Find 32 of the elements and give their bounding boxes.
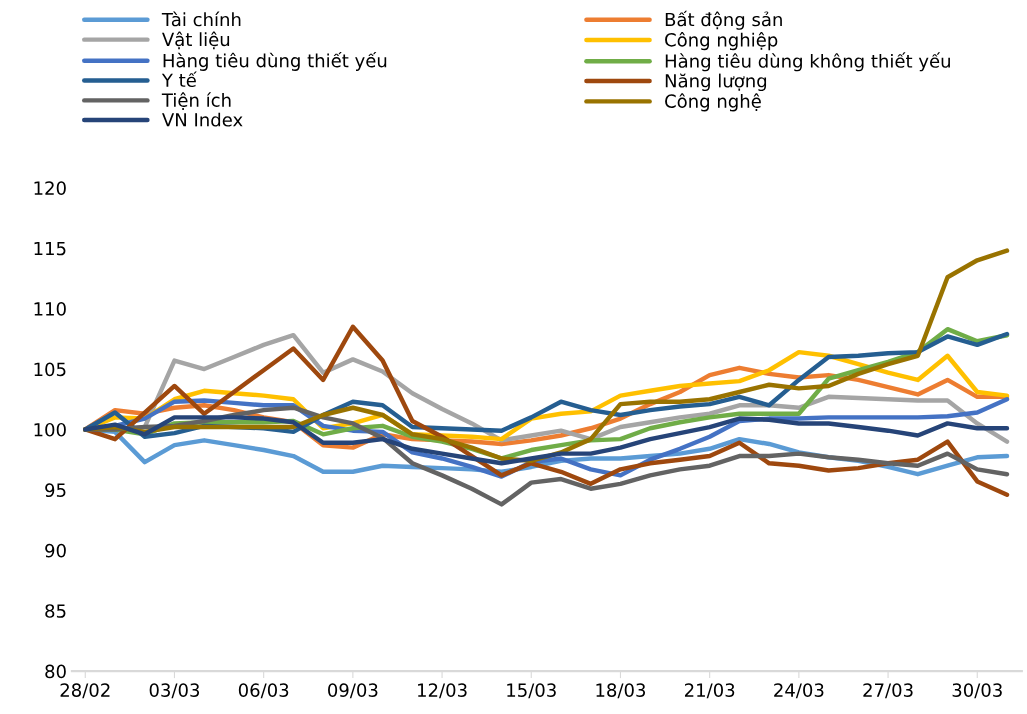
x-tick-label: 15/03 (507, 683, 556, 699)
y-tick-label: 95 (45, 483, 66, 498)
y-tick-label: 110 (34, 302, 66, 316)
legend-label: Y tế (161, 71, 197, 88)
legend-label: Công nghệ (665, 93, 761, 112)
y-tick-label: 105 (34, 362, 66, 377)
y-tick-label: 80 (45, 664, 66, 679)
legend-label: Vật liệu (162, 31, 230, 50)
legend-label: VN Index (162, 112, 243, 127)
x-tick-label: 18/03 (596, 683, 646, 699)
legend-label: Tài chính (161, 11, 241, 27)
y-tick-label: 115 (34, 241, 66, 256)
x-tick-label: 03/03 (149, 683, 200, 699)
legend-label: Công nghiệp (665, 31, 778, 51)
legend-label: Hàng tiêu dùng không thiết yếu (665, 52, 950, 72)
y-tick-label: 100 (34, 422, 66, 437)
y-tick-label: 90 (45, 543, 66, 558)
legend-label: Bất động sản (665, 10, 782, 30)
x-tick-label: 27/03 (863, 683, 913, 699)
line-series (83, 415, 1010, 466)
legend-label: Năng lượng (665, 73, 767, 92)
legend-label: Hàng tiêu dùng thiết yếu (163, 51, 387, 71)
x-tick-label: 09/03 (328, 683, 378, 699)
x-tick-label: 30/03 (952, 683, 1002, 699)
y-tick-label: 120 (34, 181, 66, 195)
x-tick-label: 12/03 (418, 683, 467, 699)
x-tick-label: 24/03 (774, 683, 824, 699)
x-tick-label: 21/03 (684, 683, 735, 699)
x-tick-label: 28/02 (60, 683, 110, 699)
y-tick-label: 85 (45, 604, 66, 618)
x-tick-label: 06/03 (238, 683, 289, 699)
legend-label: Tiện ích (161, 92, 231, 111)
